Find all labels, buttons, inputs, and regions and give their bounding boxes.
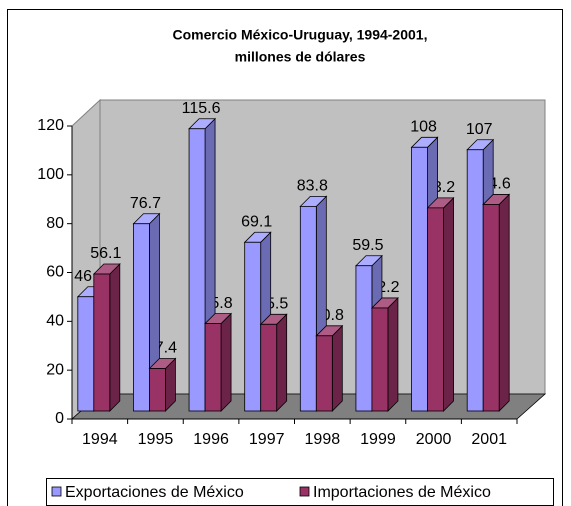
bar-side — [387, 296, 399, 412]
bar — [299, 205, 317, 412]
bar — [315, 335, 333, 412]
legend-swatch — [51, 486, 62, 497]
data-label: 76.7 — [130, 195, 161, 212]
bar — [188, 128, 206, 412]
bar-side — [220, 312, 232, 412]
bar — [466, 149, 484, 412]
bar — [482, 204, 500, 412]
x-tick-label: 2001 — [471, 431, 507, 448]
legend-swatch — [299, 486, 310, 497]
legend-label: Importaciones de México — [313, 484, 491, 501]
y-tick-label: 100 — [37, 166, 64, 183]
y-tick-label: 60 — [46, 264, 64, 281]
y-tick-label: 0 — [55, 410, 64, 427]
bar — [411, 146, 428, 412]
legend-label: Exportaciones de México — [65, 484, 244, 501]
x-tick-label: 1997 — [249, 431, 285, 448]
bar-side — [498, 193, 510, 412]
bar — [244, 241, 262, 412]
data-label: 115.6 — [182, 100, 221, 117]
y-tick-label: 40 — [46, 313, 64, 330]
bar — [149, 368, 166, 412]
data-label: 83.8 — [297, 178, 328, 195]
bar-side — [276, 313, 288, 412]
x-tick-label: 2000 — [416, 431, 452, 448]
bar — [260, 323, 278, 412]
data-label: 59.5 — [352, 237, 383, 254]
bar — [355, 265, 373, 412]
bar-side — [109, 263, 121, 412]
x-tick-label: 1996 — [193, 431, 229, 448]
bar — [371, 307, 389, 412]
bar — [133, 223, 150, 412]
data-label: 107 — [466, 121, 493, 138]
x-tick-label: 1999 — [360, 431, 396, 448]
bar-side — [443, 196, 454, 412]
data-label: 108 — [410, 119, 437, 136]
data-label: 56.1 — [90, 245, 121, 262]
bar — [427, 207, 444, 412]
chart-title: Comercio México-Uruguay, 1994-2001, — [173, 27, 428, 43]
bar — [93, 273, 111, 412]
bar-side — [331, 324, 343, 412]
data-label: 69.1 — [241, 213, 272, 230]
x-tick-label: 1995 — [138, 431, 174, 448]
bar — [77, 296, 95, 412]
x-tick-label: 1998 — [305, 431, 341, 448]
x-tick-label: 1994 — [82, 431, 118, 448]
y-tick-label: 120 — [37, 117, 64, 134]
y-tick-label: 80 — [46, 215, 64, 232]
bar — [204, 323, 222, 412]
chart-subtitle: millones de dólares — [235, 49, 366, 65]
y-tick-label: 20 — [46, 361, 64, 378]
